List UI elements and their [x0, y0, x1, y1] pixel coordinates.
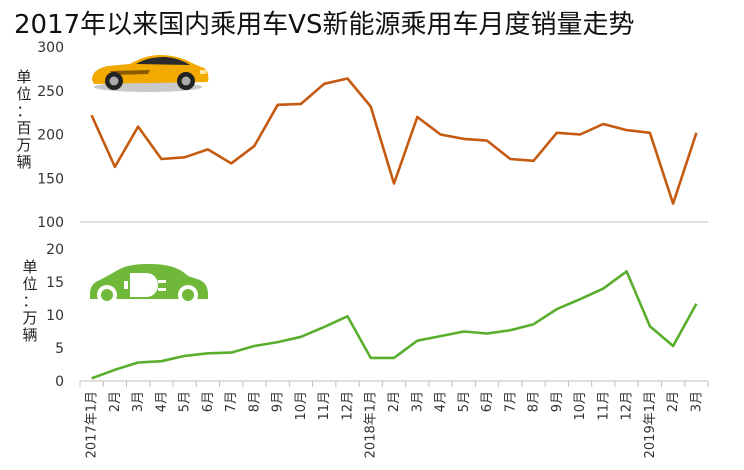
x-tick-label: 7月	[224, 391, 239, 412]
top-y-ticks: 100 150 200 250 300	[37, 40, 64, 231]
x-tick-label: 8月	[247, 391, 262, 412]
x-tick-label: 7月	[503, 391, 518, 412]
top-unit-char: 单	[16, 68, 31, 86]
x-tick-label: 2019年1月	[643, 391, 658, 458]
x-tick-label: 4月	[154, 391, 169, 412]
bottom-unit-label: 单位：万辆	[22, 258, 37, 344]
electric-car-plug-icon	[90, 264, 208, 305]
x-tick-label: 2月	[666, 391, 681, 412]
x-tick-label: 2018年1月	[364, 391, 379, 458]
top-unit-char: 万	[16, 136, 31, 154]
bottom-y-tick-label: 10	[46, 308, 64, 324]
x-tick-label: 11月	[596, 391, 611, 421]
bottom-y-tick-label: 15	[46, 275, 64, 291]
top-y-tick-label: 200	[37, 128, 64, 144]
bottom-y-tick-label: 0	[55, 374, 64, 390]
top-unit-char: 辆	[16, 153, 31, 171]
top-y-tick-label: 300	[37, 40, 64, 56]
top-y-tick-label: 100	[37, 215, 64, 231]
top-unit-char: 位	[16, 85, 31, 103]
top-y-tick-label: 150	[37, 171, 64, 187]
x-tick-label: 8月	[527, 391, 542, 412]
top-unit-char: 百	[16, 119, 31, 137]
chart-title: 2017年以来国内乘用车VS新能源乘用车月度销量走势	[14, 10, 634, 40]
bottom-unit-char: 万	[22, 309, 37, 327]
bottom-unit-char: ：	[22, 292, 37, 310]
x-tick-label: 12月	[340, 391, 355, 421]
x-tick-label: 10月	[294, 391, 309, 421]
top-y-tick-label: 250	[37, 84, 64, 100]
new-energy-car-panel: 0 5 10 15 20 单位：万辆	[22, 242, 709, 390]
x-tick-label: 2月	[108, 391, 123, 412]
sports-car-icon	[92, 55, 209, 92]
x-tick-marks	[79, 381, 709, 387]
x-tick-label: 12月	[620, 391, 635, 421]
x-tick-label: 9月	[271, 391, 286, 412]
x-tick-label: 5月	[178, 391, 193, 412]
x-tick-label: 6月	[201, 391, 216, 412]
x-tick-label: 3月	[131, 391, 146, 412]
bottom-y-tick-label: 20	[46, 242, 64, 258]
series-line-passenger-car	[90, 77, 698, 205]
x-tick-label: 11月	[317, 391, 332, 421]
x-tick-label: 2月	[387, 391, 402, 412]
x-tick-label: 4月	[434, 391, 449, 412]
series-line-new-energy-car	[91, 270, 698, 380]
x-tick-label: 3月	[689, 391, 704, 412]
x-tick-label: 2017年1月	[85, 391, 100, 458]
x-tick-label: 3月	[410, 391, 425, 412]
top-unit-char: ：	[16, 102, 31, 120]
top-unit-label: 单位：百万辆	[16, 68, 31, 171]
passenger-car-panel: 100 150 200 250 300 单位：百万辆	[16, 40, 708, 231]
bottom-y-tick-label: 5	[55, 341, 64, 357]
x-tick-label: 9月	[550, 391, 565, 412]
x-tick-label: 5月	[457, 391, 472, 412]
bottom-y-ticks: 0 5 10 15 20	[46, 242, 64, 390]
x-tick-labels: 2017年1月 2月 3月 4月 5月 6月 7月 8月 9月 10月 11月 12月 2018年1月 2…	[85, 391, 705, 458]
x-tick-label: 6月	[480, 391, 495, 412]
bottom-unit-char: 位	[22, 275, 37, 293]
bottom-unit-char: 辆	[22, 326, 37, 344]
bottom-unit-char: 单	[22, 258, 37, 276]
x-tick-label: 10月	[573, 391, 588, 421]
